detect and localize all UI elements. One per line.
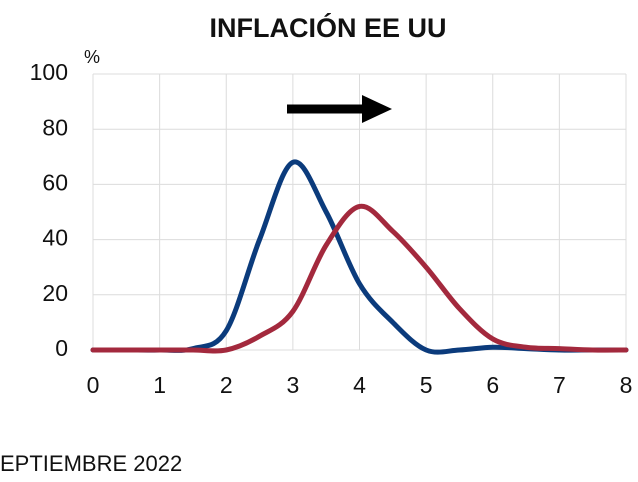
line-series — [90, 203, 629, 354]
y-tick-label: 60 — [42, 169, 68, 195]
x-tick-label: 6 — [486, 372, 499, 398]
arrow — [287, 95, 392, 123]
x-tick-label: 2 — [220, 372, 233, 398]
x-tick-label: 1 — [153, 372, 166, 398]
x-tick-label: 7 — [553, 372, 566, 398]
y-tick-label: 80 — [42, 114, 68, 140]
y-tick-label: 0 — [55, 335, 68, 361]
x-tick-label: 8 — [620, 372, 633, 398]
x-tick-label: 4 — [353, 372, 366, 398]
y-tick-label: 100 — [30, 59, 68, 85]
y-tick-label: 20 — [42, 280, 68, 306]
footer: EPTIEMBRE 2022 — [0, 451, 182, 476]
y-tick-label: 40 — [42, 225, 68, 251]
chart-title: INFLACIÓN EE UU — [209, 12, 446, 43]
x-tick-label: 3 — [286, 372, 299, 398]
x-tick-label: 5 — [420, 372, 433, 398]
y-axis-label: % — [84, 47, 100, 67]
x-tick-label: 0 — [87, 372, 100, 398]
